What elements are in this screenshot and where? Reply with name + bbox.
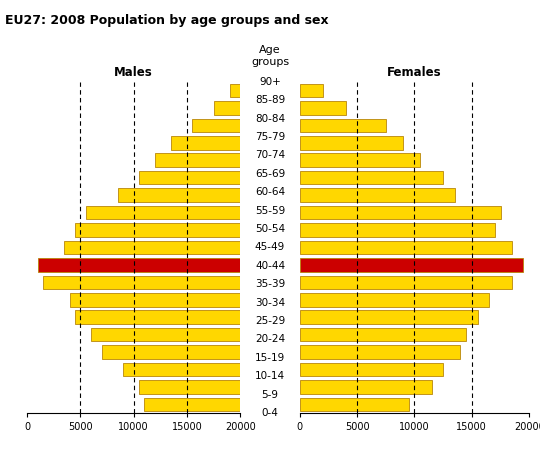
Bar	[64, 241, 240, 254]
Bar	[214, 101, 240, 115]
Bar	[300, 153, 420, 167]
Text: 60-64: 60-64	[255, 187, 285, 197]
Text: 55-59: 55-59	[255, 206, 285, 216]
Bar	[300, 223, 495, 237]
Text: 75-79: 75-79	[255, 132, 285, 142]
Bar	[75, 223, 240, 237]
Bar	[123, 363, 240, 376]
Bar	[300, 311, 477, 324]
Text: 35-39: 35-39	[255, 279, 285, 289]
Text: 80-84: 80-84	[255, 114, 285, 123]
Text: 15-19: 15-19	[255, 353, 285, 363]
Bar	[300, 206, 501, 219]
Bar	[91, 328, 240, 341]
Text: Males: Males	[114, 66, 153, 79]
Text: 45-49: 45-49	[255, 242, 285, 252]
Text: 5-9: 5-9	[261, 390, 279, 400]
Bar	[300, 293, 489, 306]
Text: 20-24: 20-24	[255, 335, 285, 345]
Bar	[300, 328, 466, 341]
Bar	[300, 241, 512, 254]
Bar	[300, 345, 460, 359]
Bar	[102, 345, 240, 359]
Text: 50-54: 50-54	[255, 224, 285, 234]
Text: 25-29: 25-29	[255, 316, 285, 326]
Text: Females: Females	[387, 66, 442, 79]
Bar	[300, 363, 443, 376]
Text: 30-34: 30-34	[255, 298, 285, 308]
Bar	[139, 380, 240, 394]
Text: 65-69: 65-69	[255, 169, 285, 179]
Text: 40-44: 40-44	[255, 261, 285, 271]
Bar	[155, 153, 240, 167]
Bar	[300, 276, 512, 289]
Bar	[300, 380, 431, 394]
Bar	[300, 101, 346, 115]
Bar	[118, 188, 240, 202]
Bar	[38, 258, 240, 271]
Bar	[70, 293, 240, 306]
Bar	[300, 188, 455, 202]
Bar	[300, 171, 443, 184]
Bar	[43, 276, 240, 289]
Text: 90+: 90+	[259, 77, 281, 87]
Bar	[86, 206, 240, 219]
Bar	[144, 398, 240, 411]
Bar	[300, 118, 386, 132]
Bar	[139, 171, 240, 184]
Text: 70-74: 70-74	[255, 150, 285, 160]
Text: Age
groups: Age groups	[251, 45, 289, 67]
Bar	[171, 136, 240, 149]
Bar	[75, 311, 240, 324]
Bar	[300, 258, 523, 271]
Bar	[230, 84, 240, 97]
Text: 0-4: 0-4	[261, 408, 279, 418]
Text: 85-89: 85-89	[255, 95, 285, 105]
Bar	[300, 136, 403, 149]
Text: 10-14: 10-14	[255, 371, 285, 381]
Bar	[192, 118, 240, 132]
Bar	[300, 84, 323, 97]
Bar	[300, 398, 409, 411]
Text: EU27: 2008 Population by age groups and sex: EU27: 2008 Population by age groups and …	[5, 14, 329, 27]
